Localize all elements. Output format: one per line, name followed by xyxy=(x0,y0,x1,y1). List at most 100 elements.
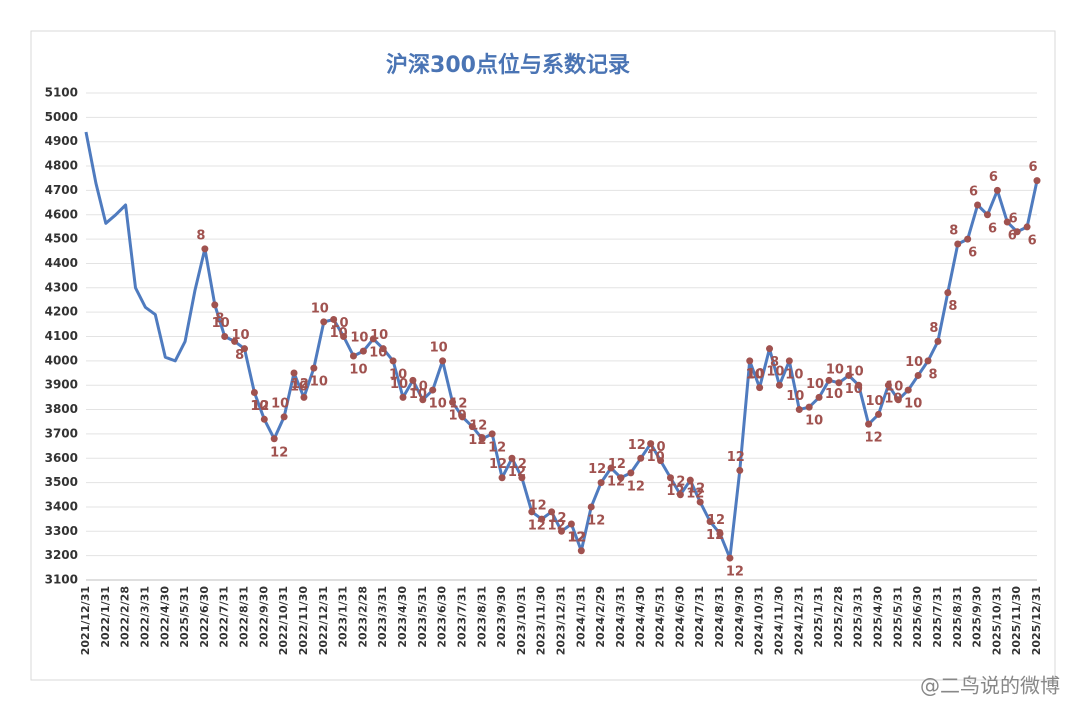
x-tick-label: 2025/2/28 xyxy=(832,586,845,648)
x-tick-label: 2025/3/31 xyxy=(852,586,865,648)
x-tick-label: 2025/8/31 xyxy=(951,586,964,648)
point-marker xyxy=(458,413,466,421)
point-marker xyxy=(855,381,863,389)
point-marker xyxy=(884,381,892,389)
y-tick-label: 4900 xyxy=(45,134,78,148)
coefficient-label: 10 xyxy=(786,389,804,404)
x-tick-label: 2024/3/31 xyxy=(614,586,627,648)
coefficient-label: 12 xyxy=(469,418,487,433)
coefficient-label: 12 xyxy=(588,462,606,477)
y-tick-label: 4700 xyxy=(45,183,78,197)
x-tick-label: 2023/7/31 xyxy=(455,586,468,648)
coefficient-label: 10 xyxy=(331,316,349,331)
point-marker xyxy=(904,386,912,394)
x-tick-label: 2022/2/28 xyxy=(119,586,132,648)
point-marker xyxy=(399,393,407,401)
point-marker xyxy=(756,384,764,392)
point-marker xyxy=(676,491,684,499)
x-tick-label: 2023/12/31 xyxy=(555,586,568,655)
point-marker xyxy=(488,430,496,438)
coefficient-label: 12 xyxy=(291,377,309,392)
point-marker xyxy=(944,289,952,297)
coefficient-label: 12 xyxy=(727,450,745,465)
point-marker xyxy=(865,420,873,428)
coefficient-label: 12 xyxy=(251,399,269,414)
y-tick-label: 4000 xyxy=(45,353,78,367)
point-marker xyxy=(647,440,655,448)
coefficient-label: 10 xyxy=(766,365,784,380)
x-tick-label: 2023/8/31 xyxy=(475,586,488,648)
point-marker xyxy=(429,386,437,394)
x-tick-label: 2022/1/31 xyxy=(99,586,112,648)
coefficient-label: 12 xyxy=(587,513,605,528)
coefficient-label: 10 xyxy=(905,355,923,370)
x-tick-label: 2022/12/31 xyxy=(317,586,330,655)
point-marker xyxy=(567,520,575,528)
x-tick-label: 2022/8/31 xyxy=(238,586,251,648)
x-tick-label: 2024/7/31 xyxy=(693,586,706,648)
y-tick-label: 3200 xyxy=(45,548,78,562)
y-tick-label: 3800 xyxy=(45,402,78,416)
coefficient-label: 8 xyxy=(196,228,205,243)
coefficient-label: 8 xyxy=(215,311,224,326)
x-tick-label: 2024/2/29 xyxy=(594,586,607,648)
coefficient-label: 6 xyxy=(969,185,978,200)
point-marker xyxy=(577,547,585,555)
point-marker xyxy=(934,337,942,345)
x-tick-label: 2025/6/30 xyxy=(911,586,924,648)
coefficient-label: 10 xyxy=(271,396,289,411)
point-marker xyxy=(528,508,536,516)
coefficient-label: 10 xyxy=(290,380,308,395)
point-marker xyxy=(825,376,833,384)
coefficient-label: 10 xyxy=(826,362,844,377)
point-marker xyxy=(587,503,595,511)
coefficient-label: 10 xyxy=(250,399,268,414)
point-marker xyxy=(617,474,625,482)
y-tick-label: 4100 xyxy=(45,329,78,343)
x-tick-label: 2024/6/30 xyxy=(673,586,686,648)
x-tick-label: 2024/10/31 xyxy=(753,586,766,655)
coefficient-label: 10 xyxy=(311,301,329,316)
x-tick-label: 2022/3/31 xyxy=(138,586,151,648)
coefficient-label: 10 xyxy=(350,331,368,346)
x-tick-label: 2023/2/28 xyxy=(356,586,369,648)
point-marker xyxy=(726,554,734,562)
x-tick-label: 2024/4/30 xyxy=(634,586,647,648)
y-tick-label: 4300 xyxy=(45,280,78,294)
coefficient-label: 10 xyxy=(390,377,408,392)
coefficient-label: 12 xyxy=(488,440,506,455)
point-marker xyxy=(666,474,674,482)
point-marker xyxy=(993,186,1001,194)
chart-frame xyxy=(30,30,1056,681)
point-marker xyxy=(558,527,565,535)
y-tick-label: 3600 xyxy=(45,451,78,465)
point-marker xyxy=(498,474,506,482)
x-tick-label: 2025/4/30 xyxy=(872,586,885,648)
coefficient-label: 10 xyxy=(310,375,328,390)
point-marker xyxy=(637,454,645,462)
point-marker xyxy=(320,318,328,326)
x-tick-label: 2022/4/30 xyxy=(158,586,171,648)
point-marker xyxy=(211,301,219,309)
coefficient-label: 8 xyxy=(235,348,244,363)
coefficient-label: 10 xyxy=(429,397,447,412)
coefficient-label: 6 xyxy=(1008,229,1017,244)
x-tick-label: 2025/9/30 xyxy=(971,586,984,648)
coefficient-label: 12 xyxy=(628,438,646,453)
x-tick-label: 2022/7/31 xyxy=(218,586,231,648)
point-marker xyxy=(1003,218,1011,226)
point-marker xyxy=(1033,177,1041,185)
coefficient-label: 12 xyxy=(529,499,547,514)
point-marker xyxy=(657,457,665,465)
point-marker xyxy=(330,315,338,323)
coefficient-label: 10 xyxy=(648,440,666,455)
coefficient-label: 10 xyxy=(212,316,230,331)
coefficient-label: 12 xyxy=(726,565,744,580)
point-marker xyxy=(508,454,516,462)
point-marker xyxy=(379,345,387,353)
coefficient-label: 12 xyxy=(270,445,288,460)
point-marker xyxy=(785,357,793,365)
x-tick-label: 2023/11/30 xyxy=(535,586,548,656)
point-marker xyxy=(518,474,526,482)
point-marker xyxy=(706,518,714,526)
